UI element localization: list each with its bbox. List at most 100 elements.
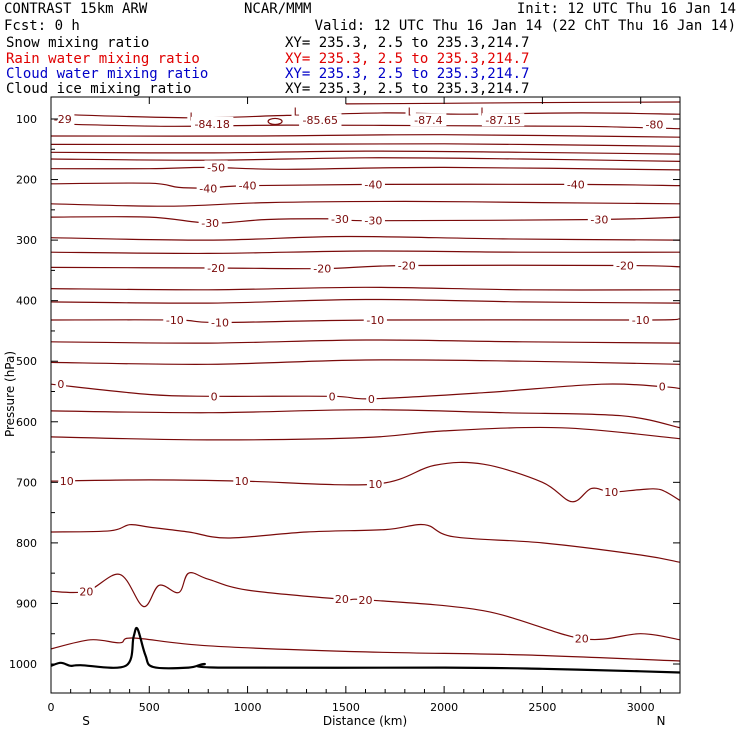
iso-p25 bbox=[51, 637, 680, 662]
plot-area: -29L-84.18L-85.65L-87.4L-87.15-80-50-40-… bbox=[51, 101, 680, 674]
contour-label: 10 bbox=[604, 486, 618, 499]
x-tick-label: 3000 bbox=[627, 701, 655, 714]
contour-group: -29L-84.18L-85.65L-87.4L-87.15-80-50-40-… bbox=[51, 101, 680, 674]
contour-label: -80 bbox=[645, 118, 663, 131]
contour-label-bg bbox=[58, 474, 76, 488]
contour-label: -30 bbox=[364, 215, 382, 228]
contour-label-bg bbox=[410, 113, 447, 127]
iso-m40b bbox=[51, 200, 680, 207]
x-tick-label: 0 bbox=[48, 701, 55, 714]
field-snow-name: Snow mixing ratio bbox=[6, 35, 149, 51]
contour-label-bg bbox=[55, 377, 67, 391]
contour-label: -10 bbox=[366, 314, 384, 327]
contour-label-bg bbox=[366, 391, 377, 405]
iso-top-3 bbox=[51, 123, 680, 130]
y-tick-label: 400 bbox=[16, 295, 37, 308]
x-tick-label: 2000 bbox=[430, 701, 458, 714]
y-tick-label: 500 bbox=[16, 355, 37, 368]
contour-label: 0 bbox=[659, 381, 666, 394]
south-endpoint-label: S bbox=[82, 714, 90, 728]
contour-label-bg bbox=[564, 177, 588, 191]
contour-label-bg bbox=[208, 389, 220, 403]
contour-label: -40 bbox=[364, 178, 382, 191]
x-tick-label: 500 bbox=[139, 701, 160, 714]
contour-label: -10 bbox=[211, 316, 229, 329]
iso-m30b bbox=[51, 235, 680, 241]
contour-label: -87.15 bbox=[485, 114, 520, 127]
contour-label: -84.18 bbox=[194, 118, 229, 131]
contour-label-bg bbox=[77, 584, 95, 598]
contour-label: -29 bbox=[54, 113, 72, 126]
contour-label-bg bbox=[190, 116, 234, 130]
contour-label-bg bbox=[187, 109, 198, 123]
y-tick-label: 100 bbox=[16, 113, 37, 126]
contour-label-bg bbox=[326, 389, 338, 403]
y-tick-label: 900 bbox=[16, 597, 37, 610]
iso-p20 bbox=[51, 572, 680, 641]
contour-label-bg bbox=[629, 313, 653, 327]
iso-top-2 bbox=[51, 112, 680, 119]
contour-label: L bbox=[294, 106, 301, 119]
contour-label-bg bbox=[196, 181, 220, 195]
contour-label: 20 bbox=[79, 585, 93, 598]
contour-label-bg bbox=[587, 212, 612, 226]
contour-label-bg bbox=[363, 313, 387, 327]
contour-label: -40 bbox=[239, 180, 257, 193]
iso-m10a bbox=[51, 298, 680, 304]
y-tick-label: 300 bbox=[16, 234, 37, 247]
contour-label: -30 bbox=[201, 217, 219, 230]
contour-label: 0 bbox=[368, 393, 375, 406]
contour-label: 0 bbox=[211, 390, 218, 403]
contour-label: -85.65 bbox=[303, 114, 338, 127]
field-cloudice-xy: XY= 235.3, 2.5 to 235.3,214.7 bbox=[285, 81, 529, 97]
contour-label-bg bbox=[163, 313, 187, 327]
contour-label: -40 bbox=[567, 178, 585, 191]
contour-label-bg bbox=[657, 379, 668, 393]
iso-zero bbox=[51, 383, 680, 400]
forecast-hour: Fcst: 0 h bbox=[4, 18, 80, 34]
valid-time: Valid: 12 UTC Thu 16 Jan 14 (22 ChT Thu … bbox=[315, 18, 736, 34]
contour-label-bg bbox=[233, 474, 251, 488]
contour-label-bg bbox=[478, 104, 489, 118]
contour-label-bg bbox=[333, 592, 351, 606]
contour-label-bg bbox=[361, 177, 385, 191]
iso-top-6 bbox=[51, 150, 680, 155]
iso-m20b bbox=[51, 264, 680, 270]
y-axis-label: Pressure (hPa) bbox=[3, 351, 17, 437]
contour-label: -20 bbox=[398, 260, 416, 273]
field-cloudwater-xy: XY= 235.3, 2.5 to 235.3,214.7 bbox=[285, 66, 529, 82]
iso-top-7 bbox=[51, 157, 680, 162]
iso-top-4 bbox=[51, 134, 680, 138]
y-tick-label: 800 bbox=[16, 537, 37, 550]
contour-label: -50 bbox=[207, 161, 225, 174]
contour-label-bg bbox=[481, 113, 525, 127]
iso-p5a bbox=[51, 409, 680, 429]
contour-label-bg bbox=[328, 211, 352, 225]
field-snow-xy: XY= 235.3, 2.5 to 235.3,214.7 bbox=[285, 35, 529, 51]
iso-p5b bbox=[51, 426, 680, 441]
x-tick-label: 2500 bbox=[528, 701, 556, 714]
iso-m10c bbox=[51, 339, 680, 344]
model-title: CONTRAST 15km ARW bbox=[4, 1, 148, 17]
contour-label-bg bbox=[602, 485, 620, 499]
contour-label: 0 bbox=[57, 378, 64, 391]
y-tick-label: 1000 bbox=[9, 658, 37, 671]
iso-m20c bbox=[51, 286, 680, 291]
contour-label-bg bbox=[299, 113, 342, 127]
iso-p15 bbox=[51, 523, 680, 563]
contour-label-bg bbox=[204, 160, 228, 174]
field-rain-xy: XY= 235.3, 2.5 to 235.3,214.7 bbox=[285, 51, 529, 67]
contour-label-bg bbox=[204, 260, 228, 274]
contour-label: -30 bbox=[590, 214, 608, 227]
contour-label: L bbox=[408, 106, 415, 119]
contour-label-bg bbox=[361, 213, 385, 227]
north-endpoint-label: N bbox=[657, 714, 666, 728]
contour-label: 0 bbox=[329, 390, 336, 403]
x-axis-label: Distance (km) bbox=[323, 714, 407, 728]
iso-m10d bbox=[51, 359, 680, 365]
contour-label: -20 bbox=[207, 262, 225, 275]
iso-top-1 bbox=[345, 101, 680, 105]
terrain bbox=[51, 626, 680, 674]
contour-label: 10 bbox=[60, 475, 74, 488]
